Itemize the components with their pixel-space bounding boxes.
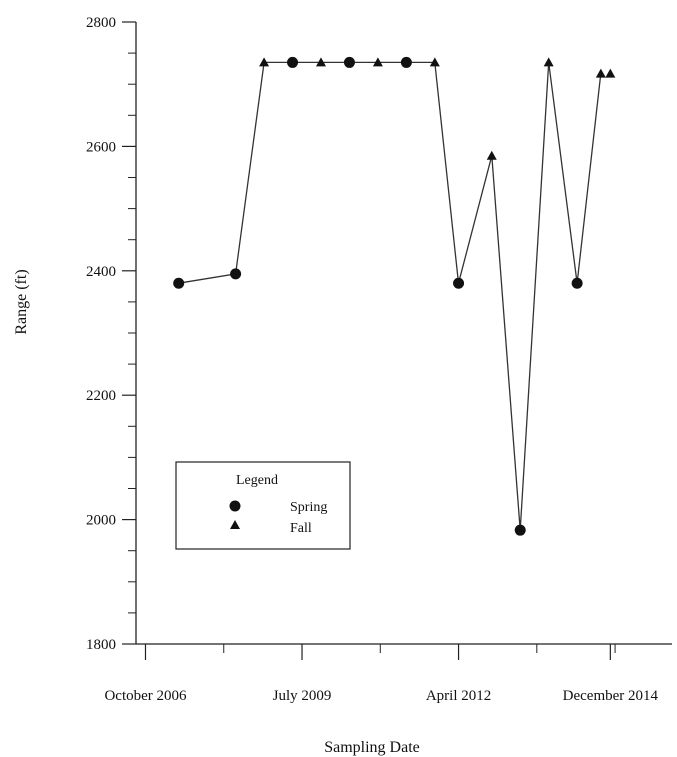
x-tick-label: July 2009 bbox=[273, 688, 332, 704]
spring-point bbox=[400, 56, 412, 68]
x-tick-label: April 2012 bbox=[426, 688, 491, 704]
range-line bbox=[178, 61, 602, 531]
x-tick-label: October 2006 bbox=[104, 688, 187, 704]
y-tick-label: 2000 bbox=[86, 513, 116, 529]
legend-spring-marker bbox=[229, 500, 241, 512]
fall-point bbox=[372, 57, 383, 67]
fall-point bbox=[429, 57, 440, 67]
spring-point bbox=[343, 56, 355, 68]
fall-point bbox=[543, 57, 554, 67]
legend-spring-label: Spring bbox=[290, 500, 327, 515]
series bbox=[173, 56, 616, 536]
fall-point bbox=[486, 150, 497, 160]
spring-point bbox=[514, 524, 526, 536]
y-ticks: 1800 2000 2200 2400 2600 2800 bbox=[86, 15, 136, 653]
y-tick-label: 1800 bbox=[86, 637, 116, 653]
legend-title: Legend bbox=[236, 473, 278, 488]
y-tick-label: 2600 bbox=[86, 139, 116, 155]
legend-fall-label: Fall bbox=[290, 521, 312, 536]
x-ticks: October 2006 July 2009 April 2012 December … bbox=[104, 644, 659, 704]
fall-point bbox=[595, 68, 606, 78]
y-axis-title: Range (ft) bbox=[13, 269, 30, 334]
spring-point bbox=[230, 268, 242, 280]
fall-point bbox=[315, 57, 326, 67]
fall-point bbox=[605, 68, 616, 78]
axes bbox=[135, 22, 672, 645]
legend-fall-marker bbox=[230, 520, 240, 529]
spring-point bbox=[453, 277, 465, 289]
legend: Legend Spring Fall bbox=[175, 461, 351, 550]
spring-point bbox=[173, 277, 185, 289]
spring-point bbox=[571, 277, 583, 289]
y-tick-label: 2400 bbox=[86, 264, 116, 280]
spring-point bbox=[287, 56, 299, 68]
x-tick-label: December 2014 bbox=[563, 688, 659, 704]
x-axis-title: Sampling Date bbox=[324, 739, 420, 756]
legend-box bbox=[175, 461, 351, 550]
y-tick-label: 2200 bbox=[86, 388, 116, 404]
fall-point bbox=[259, 57, 270, 67]
y-tick-label: 2800 bbox=[86, 15, 116, 31]
